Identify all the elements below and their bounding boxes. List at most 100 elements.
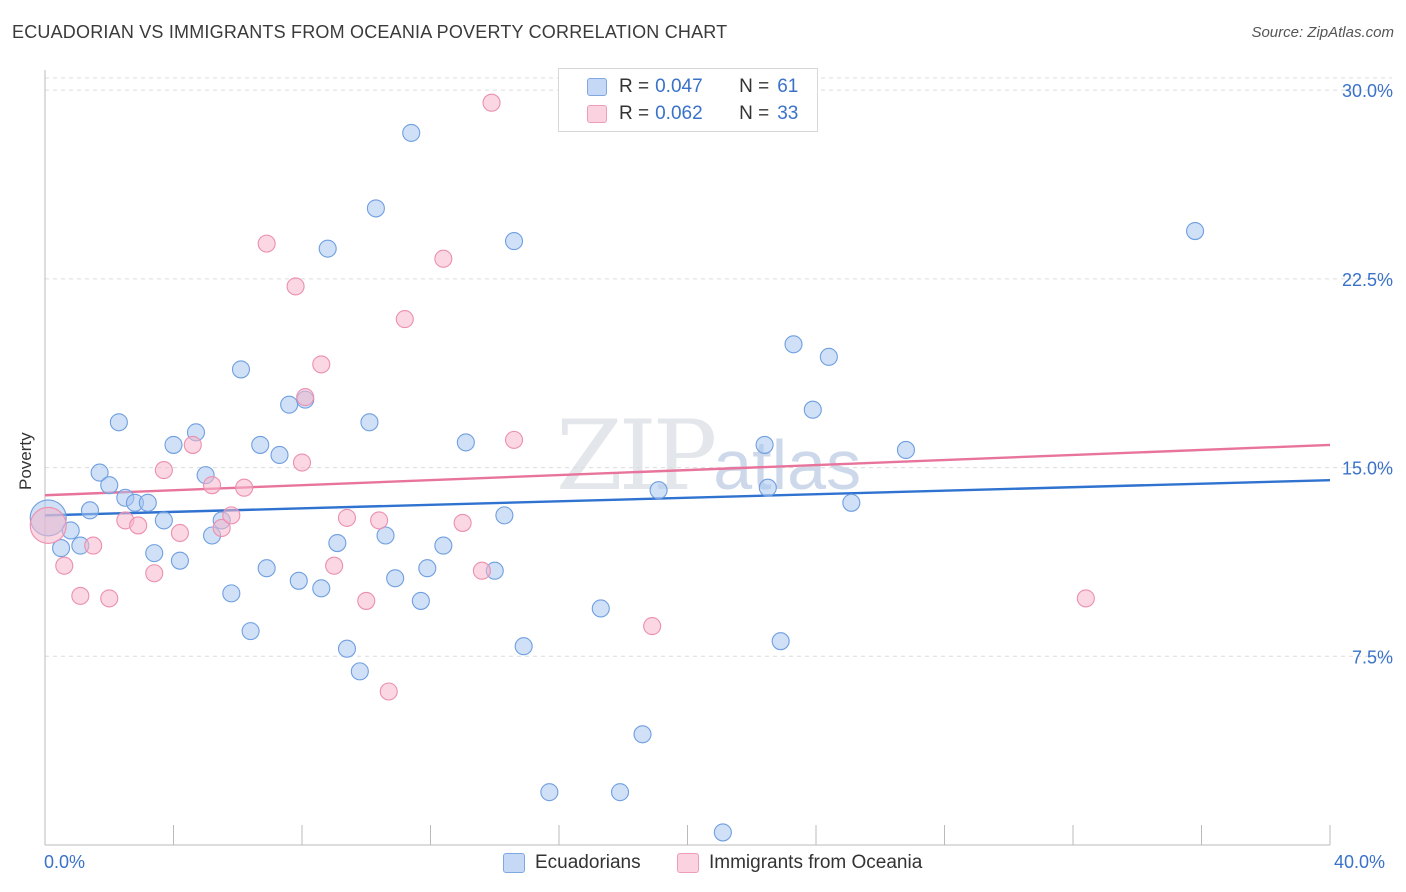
bottom-legend-oceania: Immigrants from Oceania xyxy=(677,852,922,874)
legend-row-ecuadorians: R = 0.047 N = 61 xyxy=(587,75,798,99)
legend-r-value: 0.062 xyxy=(655,103,703,124)
ecuadorian-point xyxy=(376,526,395,545)
oceania-point xyxy=(257,234,276,253)
y-axis-label: Poverty xyxy=(16,432,35,490)
ecuadorian-point xyxy=(280,395,299,414)
ecuadorian-point xyxy=(337,639,357,658)
ecuadorian-point xyxy=(164,435,183,454)
bottom-legend-swatch-oceania xyxy=(677,853,699,873)
ecuadorian-point xyxy=(154,511,173,530)
ecuadorian-point xyxy=(758,478,777,497)
oceania-point xyxy=(482,93,501,112)
oceania-point xyxy=(100,589,119,608)
y-tick-label: 30.0% xyxy=(1342,81,1393,101)
oceania-point xyxy=(337,508,357,527)
oceania-point xyxy=(643,617,662,636)
data-points xyxy=(29,93,1205,842)
oceania-point xyxy=(379,682,398,701)
ecuadorian-point xyxy=(803,400,822,419)
ecuadorian-point xyxy=(109,413,128,432)
stats-legend: R = 0.047 N = 61 R = 0.062 N = 33 xyxy=(558,68,818,132)
ecuadorian-point xyxy=(270,445,289,465)
oceania-point xyxy=(286,277,305,296)
ecuadorian-point xyxy=(456,433,475,452)
oceania-point xyxy=(183,435,202,454)
ecuadorian-point xyxy=(170,551,189,570)
x-tick-label-min: 0.0% xyxy=(44,852,86,872)
legend-r-label: R = xyxy=(619,103,650,124)
ecuadorian-point xyxy=(540,783,559,802)
oceania-point xyxy=(296,388,315,407)
legend-swatch-oceania xyxy=(587,105,607,123)
oceania-point xyxy=(145,564,164,583)
ecuadorian-point xyxy=(257,559,276,578)
oceania-point xyxy=(203,476,222,495)
oceania-point xyxy=(370,511,389,530)
ecuadorian-point xyxy=(771,632,790,651)
ecuadorian-point xyxy=(402,123,421,142)
ecuadorian-point xyxy=(241,622,260,641)
oceania-point xyxy=(154,461,173,480)
ecuadorian-point xyxy=(386,569,405,588)
oceania-point xyxy=(129,516,148,535)
x-tick-label-max: 40.0% xyxy=(1334,852,1386,872)
ecuadorian-point xyxy=(312,579,331,598)
ecuadorian-point xyxy=(289,571,308,590)
y-tick-label: 7.5% xyxy=(1352,647,1393,667)
oceania-point xyxy=(235,478,254,497)
legend-n-label: N = xyxy=(739,76,770,97)
ecuadorian-point xyxy=(222,584,241,603)
ecuadorian-point xyxy=(418,559,437,578)
ecuadorian-point xyxy=(80,501,100,520)
ecuadorian-point xyxy=(842,493,861,512)
ecuadorian-point xyxy=(138,493,157,512)
axes xyxy=(44,70,1331,846)
legend-n-value: 61 xyxy=(777,76,799,97)
ecuadorian-point xyxy=(231,360,251,379)
oceania-trend-line xyxy=(44,443,1331,497)
oceania-point xyxy=(84,536,103,555)
ecuadorian-point xyxy=(495,506,514,525)
ecuadorian-point xyxy=(514,637,533,656)
ecuadorian-point xyxy=(784,335,803,354)
ecuadorian-point xyxy=(366,199,385,218)
ecuadorian-point xyxy=(504,232,524,251)
oceania-point xyxy=(29,506,67,544)
bottom-legend-ecuadorians: Ecuadorians xyxy=(503,852,641,874)
y-tick-labels: 7.5% 15.0% 22.5% 30.0% xyxy=(1342,81,1393,667)
source-credit: Source: ZipAtlas.com xyxy=(1251,24,1394,41)
ecuadorian-point xyxy=(411,591,430,610)
oceania-point xyxy=(1076,589,1095,608)
legend-r-value: 0.047 xyxy=(655,76,703,97)
bottom-legend-swatch-ecuadorians xyxy=(503,853,525,873)
ecuadorian-point xyxy=(100,476,119,495)
ecuadorian-point xyxy=(633,725,652,744)
oceania-point xyxy=(325,556,344,575)
ecuadorian-point xyxy=(145,544,164,563)
oceania-point xyxy=(55,556,74,575)
oceania-point xyxy=(453,513,472,532)
ecuadorian-point xyxy=(52,539,71,558)
oceania-point xyxy=(357,591,376,610)
ecuadorian-point xyxy=(434,536,453,555)
bottom-legend-label: Immigrants from Oceania xyxy=(709,852,923,873)
ecuadorian-point xyxy=(360,413,379,432)
oceania-point xyxy=(504,430,524,449)
ecuadorian-point xyxy=(1186,221,1205,241)
oceania-point xyxy=(222,506,241,525)
y-tick-label: 15.0% xyxy=(1342,459,1393,479)
ecuadorian-point xyxy=(591,599,610,618)
ecuadorian-point xyxy=(819,347,838,366)
watermark-zip: ZIP xyxy=(556,400,717,512)
ecuadorian-point xyxy=(90,463,109,482)
ecuadorian-point xyxy=(610,783,630,802)
legend-swatch-ecuadorians xyxy=(587,78,607,96)
ecuadorian-trend-line xyxy=(44,478,1331,517)
oceania-point xyxy=(292,453,312,472)
oceania-point xyxy=(212,518,231,538)
legend-row-oceania: R = 0.062 N = 33 xyxy=(587,102,798,126)
oceania-point xyxy=(395,310,414,329)
oceania-point xyxy=(312,355,331,374)
ecuadorian-point xyxy=(350,662,369,681)
